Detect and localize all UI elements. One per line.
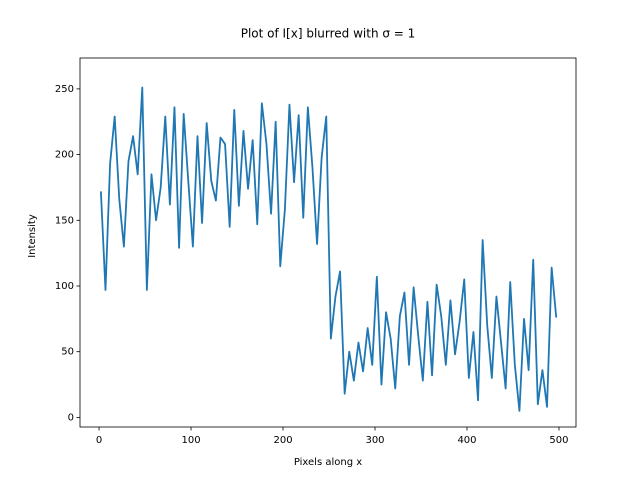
data-line — [99, 86, 558, 412]
y-tick-label: 250 — [55, 84, 74, 95]
y-tick-label: 150 — [55, 215, 74, 226]
x-tick-label: 500 — [549, 435, 568, 446]
x-tick-label: 200 — [273, 435, 292, 446]
x-tick-label: 300 — [365, 435, 384, 446]
y-tick-label: 200 — [55, 150, 74, 161]
y-axis-label: Intensity — [27, 214, 38, 258]
plot-frame — [79, 57, 577, 428]
x-tick-label: 100 — [181, 435, 200, 446]
chart-title: Plot of I[x] blurred with σ = 1 — [241, 27, 416, 41]
x-tick-label: 400 — [457, 435, 476, 446]
y-tick-label: 50 — [61, 347, 74, 358]
x-tick-label: 0 — [96, 435, 102, 446]
x-axis-label: Pixels along x — [294, 457, 362, 468]
y-tick-label: 100 — [55, 281, 74, 292]
y-tick-label: 0 — [68, 412, 74, 423]
